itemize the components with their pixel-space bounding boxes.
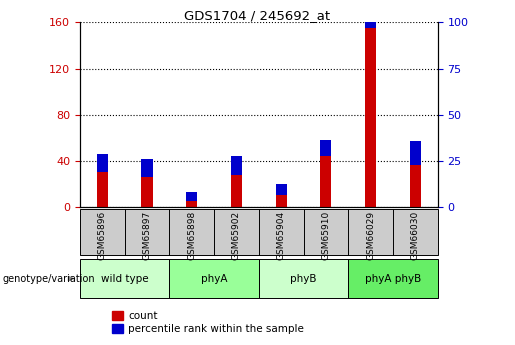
Bar <box>365 28 376 207</box>
Bar <box>141 177 152 207</box>
Text: GSM65896: GSM65896 <box>98 210 107 260</box>
Bar <box>141 159 152 177</box>
Bar <box>320 140 332 156</box>
Text: genotype/variation: genotype/variation <box>3 274 95 284</box>
Bar <box>276 184 287 196</box>
Bar <box>276 196 287 207</box>
Bar <box>186 201 197 207</box>
Bar <box>365 0 376 28</box>
Text: wild type: wild type <box>101 274 148 284</box>
Bar <box>231 156 242 175</box>
Bar <box>231 175 242 207</box>
Text: GSM65897: GSM65897 <box>143 210 151 260</box>
Legend: count, percentile rank within the sample: count, percentile rank within the sample <box>108 307 308 338</box>
Text: phyA phyB: phyA phyB <box>365 274 421 284</box>
Bar <box>186 192 197 201</box>
Bar <box>410 141 421 166</box>
Text: phyB: phyB <box>290 274 317 284</box>
Bar <box>97 172 108 207</box>
Text: GSM66029: GSM66029 <box>366 210 375 259</box>
Text: GSM66030: GSM66030 <box>411 210 420 260</box>
Text: GSM65910: GSM65910 <box>321 210 331 260</box>
Text: phyA: phyA <box>201 274 227 284</box>
Text: GSM65904: GSM65904 <box>277 210 286 259</box>
Bar <box>410 166 421 207</box>
Bar <box>97 154 108 172</box>
Text: GSM65898: GSM65898 <box>187 210 196 260</box>
Bar <box>320 156 332 207</box>
Text: GDS1704 / 245692_at: GDS1704 / 245692_at <box>184 9 331 22</box>
Text: GSM65902: GSM65902 <box>232 210 241 259</box>
